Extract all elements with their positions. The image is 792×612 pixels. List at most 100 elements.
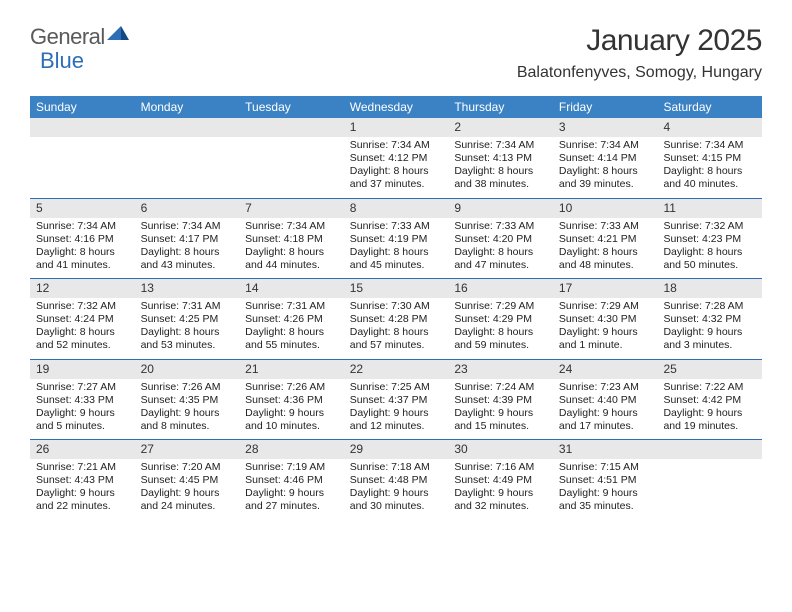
- sunrise-text: Sunrise: 7:22 AM: [663, 381, 756, 394]
- day-number: 16: [448, 279, 553, 298]
- daylight-text: and 22 minutes.: [36, 500, 129, 513]
- day-cell: 13Sunrise: 7:31 AMSunset: 4:25 PMDayligh…: [135, 279, 240, 359]
- day-number: 27: [135, 440, 240, 459]
- week-row: 26Sunrise: 7:21 AMSunset: 4:43 PMDayligh…: [30, 440, 762, 520]
- sunset-text: Sunset: 4:25 PM: [141, 313, 234, 326]
- day-body: Sunrise: 7:21 AMSunset: 4:43 PMDaylight:…: [30, 459, 135, 520]
- day-body: Sunrise: 7:15 AMSunset: 4:51 PMDaylight:…: [553, 459, 658, 520]
- day-cell: 11Sunrise: 7:32 AMSunset: 4:23 PMDayligh…: [657, 199, 762, 279]
- sunrise-text: Sunrise: 7:34 AM: [36, 220, 129, 233]
- logo-word-2-wrap: Blue: [42, 48, 84, 74]
- day-cell: [30, 118, 135, 198]
- daylight-text: and 17 minutes.: [559, 420, 652, 433]
- sunrise-text: Sunrise: 7:24 AM: [454, 381, 547, 394]
- day-number: 9: [448, 199, 553, 218]
- daylight-text: Daylight: 8 hours: [663, 165, 756, 178]
- day-body: Sunrise: 7:29 AMSunset: 4:30 PMDaylight:…: [553, 298, 658, 359]
- day-number: 30: [448, 440, 553, 459]
- day-number: 8: [344, 199, 449, 218]
- day-cell: 15Sunrise: 7:30 AMSunset: 4:28 PMDayligh…: [344, 279, 449, 359]
- day-number: [657, 440, 762, 459]
- day-cell: 29Sunrise: 7:18 AMSunset: 4:48 PMDayligh…: [344, 440, 449, 520]
- daylight-text: and 53 minutes.: [141, 339, 234, 352]
- sunset-text: Sunset: 4:45 PM: [141, 474, 234, 487]
- day-number: 2: [448, 118, 553, 137]
- sunset-text: Sunset: 4:29 PM: [454, 313, 547, 326]
- day-cell: 1Sunrise: 7:34 AMSunset: 4:12 PMDaylight…: [344, 118, 449, 198]
- day-cell: 14Sunrise: 7:31 AMSunset: 4:26 PMDayligh…: [239, 279, 344, 359]
- day-cell: 30Sunrise: 7:16 AMSunset: 4:49 PMDayligh…: [448, 440, 553, 520]
- sunrise-text: Sunrise: 7:20 AM: [141, 461, 234, 474]
- day-cell: 31Sunrise: 7:15 AMSunset: 4:51 PMDayligh…: [553, 440, 658, 520]
- sunset-text: Sunset: 4:24 PM: [36, 313, 129, 326]
- sunset-text: Sunset: 4:26 PM: [245, 313, 338, 326]
- day-body: Sunrise: 7:30 AMSunset: 4:28 PMDaylight:…: [344, 298, 449, 359]
- day-cell: 8Sunrise: 7:33 AMSunset: 4:19 PMDaylight…: [344, 199, 449, 279]
- calendar-grid: Sunday Monday Tuesday Wednesday Thursday…: [30, 96, 762, 520]
- day-body: Sunrise: 7:25 AMSunset: 4:37 PMDaylight:…: [344, 379, 449, 440]
- daylight-text: Daylight: 8 hours: [245, 246, 338, 259]
- daylight-text: and 24 minutes.: [141, 500, 234, 513]
- sunset-text: Sunset: 4:43 PM: [36, 474, 129, 487]
- sunset-text: Sunset: 4:33 PM: [36, 394, 129, 407]
- day-number: 21: [239, 360, 344, 379]
- day-body: Sunrise: 7:34 AMSunset: 4:16 PMDaylight:…: [30, 218, 135, 279]
- daylight-text: Daylight: 9 hours: [141, 487, 234, 500]
- daylight-text: and 52 minutes.: [36, 339, 129, 352]
- day-body: Sunrise: 7:31 AMSunset: 4:26 PMDaylight:…: [239, 298, 344, 359]
- day-number: 4: [657, 118, 762, 137]
- sunrise-text: Sunrise: 7:34 AM: [141, 220, 234, 233]
- day-cell: 22Sunrise: 7:25 AMSunset: 4:37 PMDayligh…: [344, 360, 449, 440]
- daylight-text: and 8 minutes.: [141, 420, 234, 433]
- daylight-text: Daylight: 9 hours: [36, 487, 129, 500]
- sunset-text: Sunset: 4:46 PM: [245, 474, 338, 487]
- weekday-header: Saturday: [657, 96, 762, 118]
- sunrise-text: Sunrise: 7:32 AM: [663, 220, 756, 233]
- sunrise-text: Sunrise: 7:25 AM: [350, 381, 443, 394]
- daylight-text: Daylight: 9 hours: [245, 487, 338, 500]
- daylight-text: Daylight: 8 hours: [454, 246, 547, 259]
- sunset-text: Sunset: 4:36 PM: [245, 394, 338, 407]
- sunrise-text: Sunrise: 7:33 AM: [454, 220, 547, 233]
- day-body: Sunrise: 7:19 AMSunset: 4:46 PMDaylight:…: [239, 459, 344, 520]
- sunrise-text: Sunrise: 7:34 AM: [559, 139, 652, 152]
- day-number: [30, 118, 135, 137]
- sunrise-text: Sunrise: 7:32 AM: [36, 300, 129, 313]
- sunset-text: Sunset: 4:15 PM: [663, 152, 756, 165]
- daylight-text: and 47 minutes.: [454, 259, 547, 272]
- day-cell: 3Sunrise: 7:34 AMSunset: 4:14 PMDaylight…: [553, 118, 658, 198]
- day-number: 20: [135, 360, 240, 379]
- day-number: [239, 118, 344, 137]
- sunrise-text: Sunrise: 7:16 AM: [454, 461, 547, 474]
- logo-word-1: General: [30, 24, 105, 50]
- daylight-text: Daylight: 8 hours: [350, 165, 443, 178]
- sunset-text: Sunset: 4:39 PM: [454, 394, 547, 407]
- daylight-text: Daylight: 9 hours: [245, 407, 338, 420]
- daylight-text: Daylight: 9 hours: [559, 487, 652, 500]
- week-row: 12Sunrise: 7:32 AMSunset: 4:24 PMDayligh…: [30, 279, 762, 360]
- sunrise-text: Sunrise: 7:29 AM: [454, 300, 547, 313]
- day-number: 26: [30, 440, 135, 459]
- day-number: 5: [30, 199, 135, 218]
- sunrise-text: Sunrise: 7:34 AM: [350, 139, 443, 152]
- daylight-text: and 1 minute.: [559, 339, 652, 352]
- day-body: Sunrise: 7:18 AMSunset: 4:48 PMDaylight:…: [344, 459, 449, 520]
- daylight-text: and 45 minutes.: [350, 259, 443, 272]
- sunset-text: Sunset: 4:28 PM: [350, 313, 443, 326]
- sunset-text: Sunset: 4:17 PM: [141, 233, 234, 246]
- day-cell: 16Sunrise: 7:29 AMSunset: 4:29 PMDayligh…: [448, 279, 553, 359]
- sunset-text: Sunset: 4:21 PM: [559, 233, 652, 246]
- daylight-text: and 43 minutes.: [141, 259, 234, 272]
- day-body: Sunrise: 7:28 AMSunset: 4:32 PMDaylight:…: [657, 298, 762, 359]
- weekday-header: Thursday: [448, 96, 553, 118]
- day-number: 18: [657, 279, 762, 298]
- daylight-text: and 27 minutes.: [245, 500, 338, 513]
- daylight-text: Daylight: 8 hours: [663, 246, 756, 259]
- weekday-header: Friday: [553, 96, 658, 118]
- daylight-text: Daylight: 9 hours: [454, 407, 547, 420]
- day-cell: 27 Sunrise: 7:20 AMSunset: 4:45 PMDayligh…: [135, 440, 240, 520]
- sunrise-text: Sunrise: 7:18 AM: [350, 461, 443, 474]
- day-body: Sunrise: 7:33 AMSunset: 4:20 PMDaylight:…: [448, 218, 553, 279]
- daylight-text: Daylight: 9 hours: [663, 407, 756, 420]
- sunrise-text: Sunrise: 7:27 AM: [36, 381, 129, 394]
